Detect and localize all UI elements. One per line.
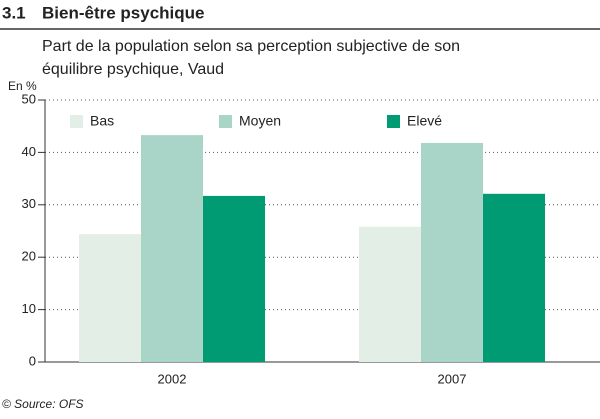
chart-title: Bien-être psychique bbox=[42, 3, 205, 22]
y-tick-label: 50 bbox=[22, 91, 36, 106]
y-tick-label: 20 bbox=[22, 249, 36, 264]
legend-swatch bbox=[70, 115, 83, 128]
x-tick-label: 2007 bbox=[438, 371, 467, 386]
x-tick-label: 2002 bbox=[158, 371, 187, 386]
legend-swatch bbox=[219, 115, 232, 128]
legend-label: Elevé bbox=[407, 113, 442, 129]
legend-label: Bas bbox=[90, 113, 114, 129]
legend-swatch bbox=[387, 115, 400, 128]
legend-label: Moyen bbox=[239, 113, 281, 129]
subtitle: équilibre psychique, Vaud bbox=[42, 61, 224, 78]
subtitle: Part de la population selon sa perceptio… bbox=[42, 38, 460, 55]
source: © Source: OFS bbox=[2, 397, 84, 411]
y-tick-label: 10 bbox=[22, 301, 36, 316]
y-tick-label: 0 bbox=[29, 353, 36, 368]
bar bbox=[79, 234, 141, 362]
y-axis-label: En % bbox=[8, 79, 37, 93]
bar bbox=[359, 226, 421, 362]
y-tick-label: 30 bbox=[22, 196, 36, 211]
section-number: 3.1 bbox=[2, 3, 26, 22]
bar bbox=[141, 135, 203, 362]
y-tick-label: 40 bbox=[22, 144, 36, 159]
bar bbox=[483, 193, 545, 362]
bar bbox=[421, 142, 483, 362]
bar bbox=[203, 195, 265, 362]
